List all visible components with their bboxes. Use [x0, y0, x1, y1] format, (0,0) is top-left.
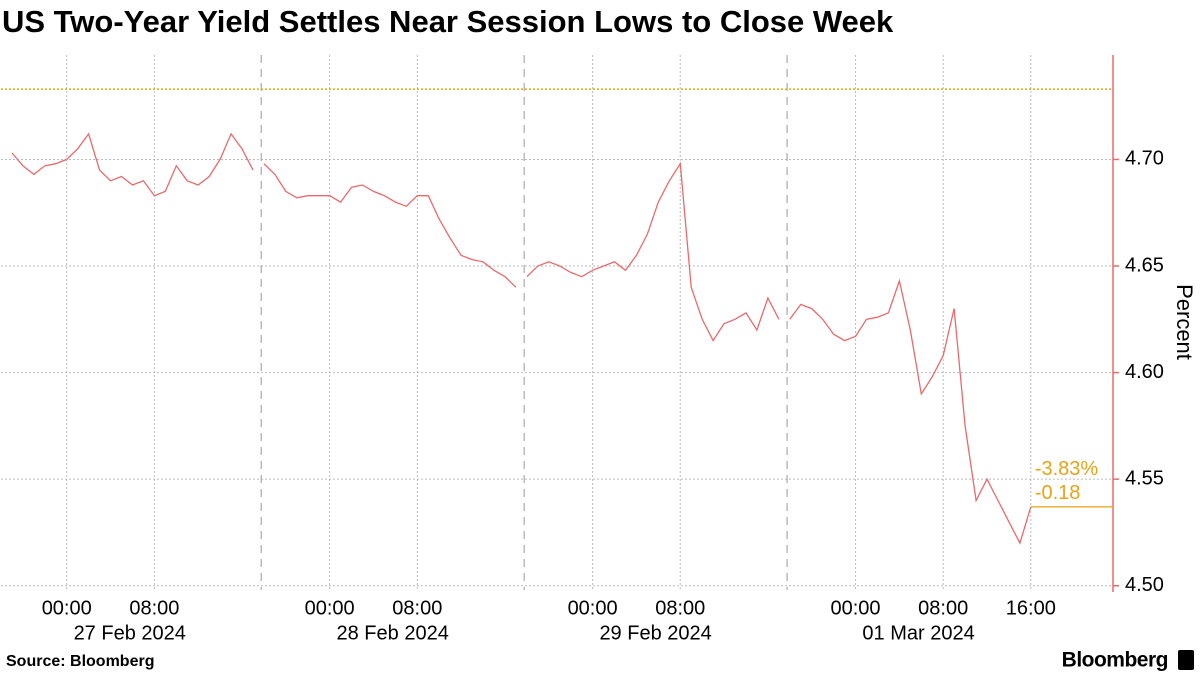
y-tick-label: 4.60 [1125, 361, 1164, 383]
y-tick-label: 4.65 [1125, 254, 1164, 276]
x-tick-label: 08:00 [392, 597, 442, 619]
x-tick-label: 08:00 [655, 597, 705, 619]
y-tick-label: 4.70 [1125, 148, 1164, 170]
x-tick-label: 00:00 [831, 597, 881, 619]
y-axis-label: Percent [1172, 284, 1197, 360]
x-date-label: 27 Feb 2024 [74, 622, 186, 644]
y-tick-label: 4.50 [1125, 574, 1164, 596]
x-tick-label: 16:00 [1006, 597, 1056, 619]
x-tick-label: 00:00 [568, 597, 618, 619]
annotation: -0.18 [1035, 482, 1081, 504]
series-line [11, 132, 1032, 545]
x-date-label: 28 Feb 2024 [337, 622, 449, 644]
x-tick-label: 00:00 [42, 597, 92, 619]
x-date-label: 01 Mar 2024 [862, 622, 974, 644]
source: Source: Bloomberg [6, 653, 154, 670]
x-tick-label: 00:00 [305, 597, 355, 619]
chart-title: US Two-Year Yield Settles Near Session L… [2, 4, 894, 39]
x-date-label: 29 Feb 2024 [599, 622, 711, 644]
brand-icon [1178, 650, 1194, 670]
x-tick-label: 08:00 [129, 597, 179, 619]
brand: Bloomberg [1062, 649, 1168, 672]
x-tick-label: 08:00 [918, 597, 968, 619]
annotation: -3.83% [1035, 458, 1099, 480]
y-tick-label: 4.55 [1125, 467, 1164, 489]
